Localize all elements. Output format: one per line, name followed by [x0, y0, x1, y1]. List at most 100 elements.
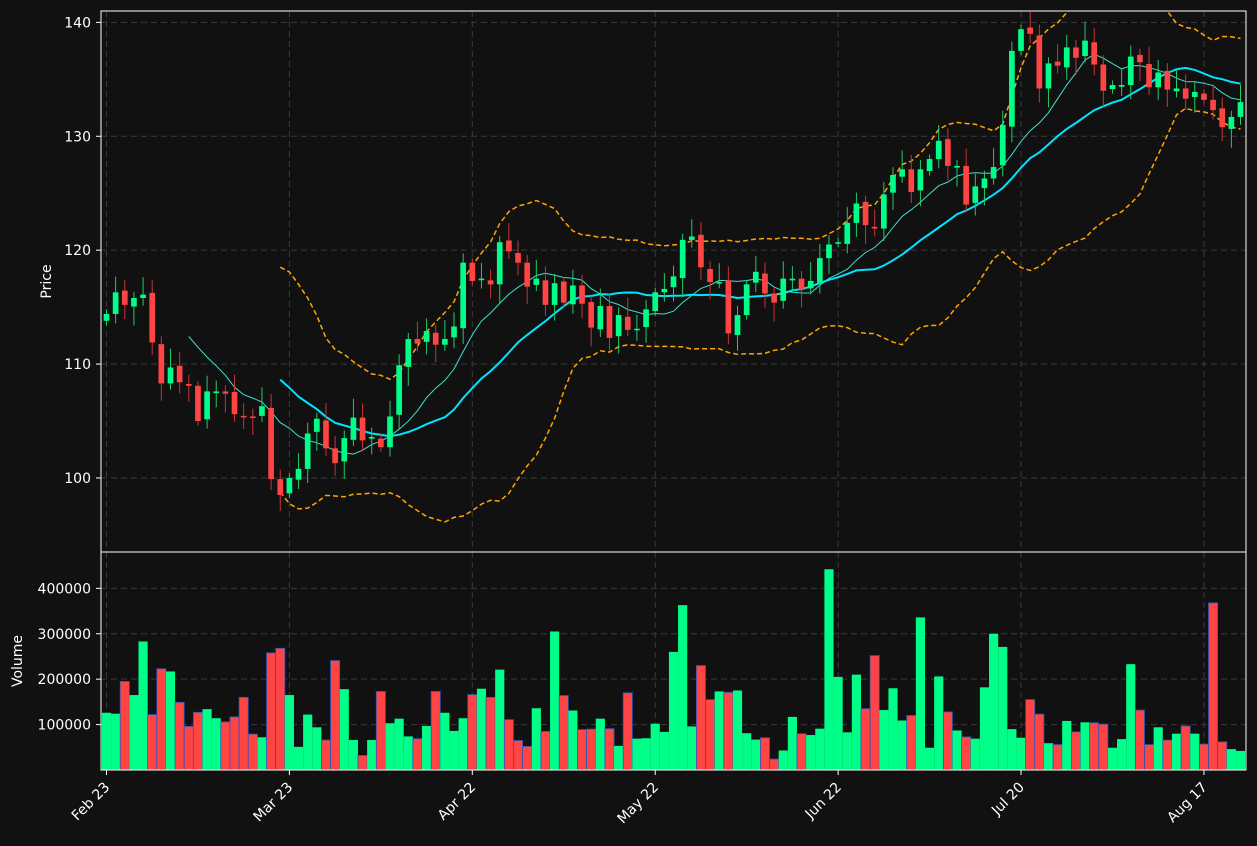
candle-body	[1164, 70, 1171, 90]
candle-body	[752, 271, 759, 283]
candle-body	[213, 391, 220, 394]
volume-bar	[742, 733, 752, 770]
candle-body	[570, 285, 576, 305]
volume-bar	[458, 718, 468, 770]
candle-body	[131, 298, 137, 307]
volume-bar	[1153, 727, 1163, 770]
volume-bar	[1016, 737, 1026, 770]
volume-bar	[129, 695, 139, 770]
candle-body	[551, 283, 558, 305]
volume-bar	[183, 726, 194, 771]
volume-bar	[147, 714, 158, 771]
volume-bar	[1171, 733, 1182, 770]
volume-bar	[1235, 750, 1246, 770]
candle-body	[935, 140, 942, 160]
candle-body	[972, 186, 979, 203]
candle-body	[908, 169, 915, 193]
volume-bar	[595, 718, 605, 770]
candle-body	[725, 280, 732, 334]
candle-body	[158, 344, 165, 384]
moving-average-fast-line	[188, 53, 1241, 455]
volume-bar	[659, 731, 669, 770]
candle-body	[963, 165, 969, 205]
volume-bar	[375, 691, 386, 771]
candle-body	[185, 384, 192, 386]
volume-axis-title: Volume	[10, 635, 26, 687]
candle-body	[542, 280, 549, 305]
candle-body	[176, 365, 183, 383]
volume-bar	[367, 740, 377, 770]
volume-bar	[1025, 699, 1036, 771]
volume-bar	[1070, 731, 1081, 771]
volume-bar	[111, 713, 121, 770]
volume-bar	[257, 737, 267, 770]
candle-body	[835, 242, 841, 244]
volume-bar	[998, 646, 1008, 770]
volume-bar	[1089, 722, 1100, 771]
volume-bar	[934, 676, 944, 770]
volume-bar	[678, 605, 688, 770]
candle-body	[1237, 102, 1244, 117]
volume-bar	[1052, 744, 1063, 771]
volume-bar	[833, 676, 843, 770]
candle-body	[853, 203, 860, 223]
volume-ytick-label: 300000	[38, 627, 91, 643]
candle-body	[588, 302, 595, 328]
candle-body	[670, 276, 677, 288]
candle-body	[652, 292, 659, 312]
candle-body	[634, 328, 640, 331]
volume-bar	[522, 745, 533, 771]
price-ytick-label: 120	[64, 243, 91, 259]
volume-bar	[550, 631, 560, 770]
volume-bar	[430, 691, 441, 771]
volume-bar	[138, 641, 148, 770]
volume-bar	[229, 716, 240, 771]
candle-body	[1082, 40, 1088, 56]
volume-bar	[385, 723, 395, 770]
candle-body	[826, 244, 832, 259]
candle-body	[881, 194, 887, 229]
volume-bar	[989, 633, 999, 770]
candle-body	[1228, 116, 1235, 129]
candle-body	[1100, 64, 1107, 91]
volume-bar	[915, 617, 925, 770]
volume-bar	[897, 720, 907, 770]
volume-bar	[979, 687, 990, 770]
moving-average-slow-line	[279, 66, 1241, 438]
bollinger-lower-line	[279, 107, 1241, 523]
candle-body	[103, 313, 110, 321]
volume-bar	[394, 718, 404, 770]
volume-bar	[751, 739, 761, 770]
volume-bar	[732, 690, 743, 770]
volume-bar	[687, 726, 697, 770]
candle-body	[378, 438, 384, 448]
candle-body	[716, 282, 723, 284]
candle-body	[268, 407, 274, 480]
volume-bar	[312, 727, 322, 770]
volume-bar	[952, 730, 962, 770]
price-ytick-label: 110	[64, 357, 91, 373]
candle-body	[871, 226, 878, 229]
candle-body	[990, 167, 997, 179]
candle-body	[926, 159, 933, 172]
volume-bar	[1180, 725, 1191, 771]
candle-body	[1182, 88, 1189, 99]
candle-body	[1109, 85, 1116, 90]
candle-body	[1146, 63, 1152, 88]
volume-bar	[220, 721, 231, 771]
volume-bar	[1034, 713, 1045, 771]
volume-bar	[303, 714, 313, 770]
candle-body	[615, 315, 622, 337]
volume-bar	[485, 696, 496, 771]
candle-body	[286, 477, 293, 494]
volume-bar	[1190, 733, 1200, 770]
volume-bar	[449, 730, 459, 770]
volume-bar	[1217, 741, 1228, 771]
candle-body	[762, 273, 768, 294]
volume-panel: 100000 200000 300000 400000 Volume	[10, 551, 1247, 771]
price-panel: 100 110 120 130 140 Price	[39, 10, 1247, 553]
volume-bar	[1134, 709, 1145, 771]
candle-body	[249, 416, 256, 418]
